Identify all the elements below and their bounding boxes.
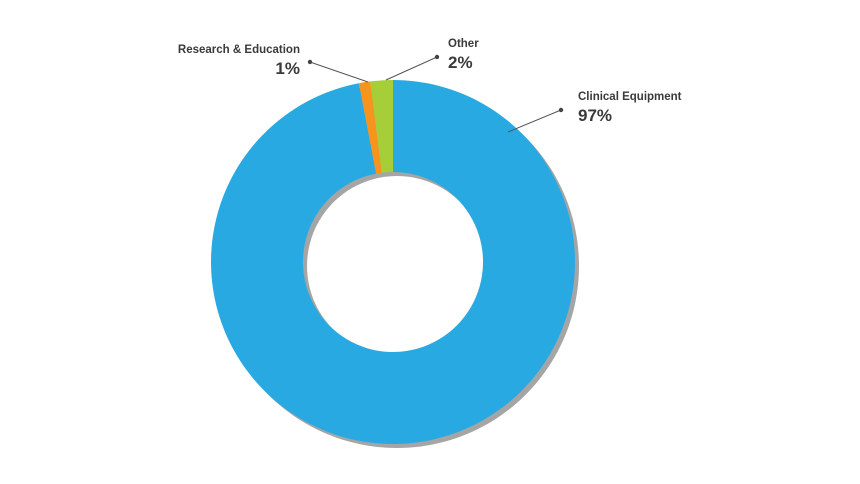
leader-dot: [558, 107, 564, 113]
slice: [210, 80, 576, 444]
slice-name: Research & Education: [178, 44, 300, 56]
slice-name: Other: [448, 38, 479, 50]
slice: [370, 80, 393, 173]
slice-value: 2%: [448, 53, 473, 72]
leader-line: [309, 61, 369, 83]
leader-dot: [307, 59, 313, 65]
leader-line: [385, 56, 438, 81]
slice: [358, 81, 382, 174]
leader-dot: [434, 54, 440, 60]
slice-value: 1%: [275, 59, 300, 78]
slice-name: Clinical Equipment: [578, 91, 682, 103]
slice-value: 97%: [578, 106, 612, 125]
leader-line: [507, 109, 562, 133]
